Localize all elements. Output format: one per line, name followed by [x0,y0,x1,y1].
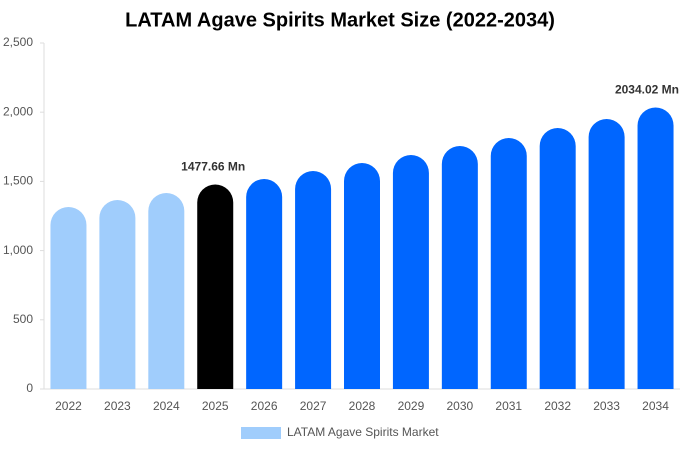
bar [197,184,234,389]
x-tick-label: 2029 [398,399,425,413]
chart-title: LATAM Agave Spirits Market Size (2022-20… [125,9,555,31]
data-label: 2034.02 Mn [615,83,679,97]
legend-swatch [241,427,281,439]
bar [295,171,332,389]
bar [246,179,283,389]
x-tick-label: 2022 [55,399,82,413]
bar [99,199,136,389]
bar [637,107,674,389]
data-label: 1477.66 Mn [181,160,245,174]
bar [490,137,527,389]
x-tick-label: 2025 [202,399,229,413]
y-tick-label: 0 [26,381,33,395]
bar [539,127,576,390]
bar [148,193,185,389]
y-tick-label: 2,000 [3,104,33,118]
y-tick-label: 500 [13,312,33,326]
x-tick-label: 2032 [544,399,571,413]
bar [392,154,429,389]
x-tick-label: 2030 [446,399,473,413]
bar [50,207,87,389]
y-tick-label: 1,500 [3,174,33,188]
x-tick-label: 2026 [251,399,278,413]
y-tick-label: 1,000 [3,243,33,257]
legend-label: LATAM Agave Spirits Market [287,425,439,439]
x-tick-label: 2023 [104,399,131,413]
x-tick-label: 2027 [300,399,327,413]
bar [588,118,625,389]
y-tick-label: 2,500 [3,35,33,49]
x-tick-label: 2034 [642,399,669,413]
bar [441,145,478,389]
x-tick-label: 2024 [153,399,180,413]
bar [344,162,380,389]
x-tick-label: 2031 [495,399,522,413]
x-tick-label: 2033 [593,399,620,413]
x-tick-label: 2028 [349,399,376,413]
